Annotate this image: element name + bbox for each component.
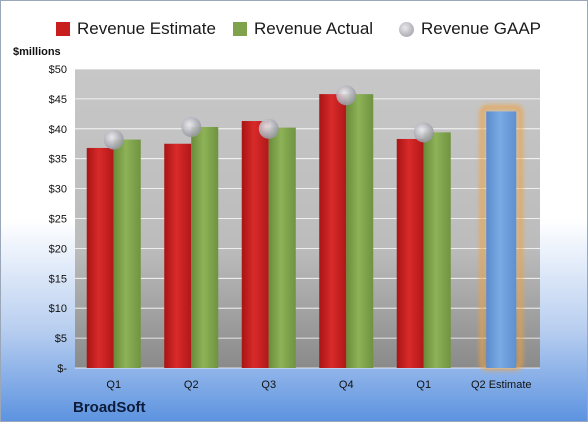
legend-item-revenue-estimate: Revenue Estimate xyxy=(56,15,216,43)
bar-revenue-actual xyxy=(113,139,141,368)
legend-swatch-revenue-actual xyxy=(233,22,247,36)
x-tick-label: Q4 xyxy=(339,379,354,391)
y-tick-label: $35 xyxy=(49,154,67,166)
legend-item-revenue-gaap: Revenue GAAP xyxy=(399,15,541,43)
legend-swatch-revenue-estimate xyxy=(56,22,70,36)
company-name: BroadSoft xyxy=(73,399,146,416)
legend-label-revenue-actual: Revenue Actual xyxy=(254,19,374,38)
legend-label-revenue-gaap: Revenue GAAP xyxy=(421,19,542,38)
x-tick-label: Q2 xyxy=(184,379,199,391)
x-tick-label: Q1 xyxy=(106,379,121,391)
chart-legend: Revenue Estimate Revenue Actual Revenue … xyxy=(1,15,587,43)
y-tick-label: $45 xyxy=(49,94,67,106)
y-tick-label: $40 xyxy=(49,124,67,136)
point-revenue-gaap xyxy=(336,85,357,106)
legend-dot-revenue-gaap xyxy=(399,21,414,37)
y-tick-label: $30 xyxy=(49,184,67,196)
bar-revenue-estimate xyxy=(86,147,114,368)
y-axis-unit-label: $millions xyxy=(13,46,61,58)
x-tick-label: Q1 xyxy=(416,379,431,391)
x-tick-label: Q2 Estimate xyxy=(471,379,532,391)
y-tick-label: $50 xyxy=(49,64,67,76)
y-tick-label: $15 xyxy=(49,273,67,285)
y-tick-label: $25 xyxy=(49,214,67,226)
y-tick-label: $- xyxy=(57,363,67,375)
bar-q2-estimate xyxy=(486,111,517,368)
bar-revenue-actual xyxy=(191,127,219,368)
point-revenue-gaap xyxy=(181,117,202,138)
bar-revenue-estimate xyxy=(164,143,192,368)
bar-revenue-estimate xyxy=(396,138,424,368)
bar-revenue-actual xyxy=(268,127,296,368)
legend-label-revenue-estimate: Revenue Estimate xyxy=(77,19,216,38)
bar-revenue-estimate xyxy=(319,94,347,368)
point-revenue-gaap xyxy=(258,118,279,139)
bar-revenue-actual xyxy=(346,94,374,368)
point-revenue-gaap xyxy=(413,122,434,143)
bar-revenue-actual xyxy=(423,132,451,368)
point-revenue-gaap xyxy=(103,129,124,150)
y-tick-label: $20 xyxy=(49,243,67,255)
bar-revenue-estimate xyxy=(241,121,269,368)
x-tick-label: Q3 xyxy=(261,379,276,391)
y-tick-label: $10 xyxy=(49,303,67,315)
legend-item-revenue-actual: Revenue Actual xyxy=(233,15,373,43)
y-tick-label: $5 xyxy=(55,333,67,345)
